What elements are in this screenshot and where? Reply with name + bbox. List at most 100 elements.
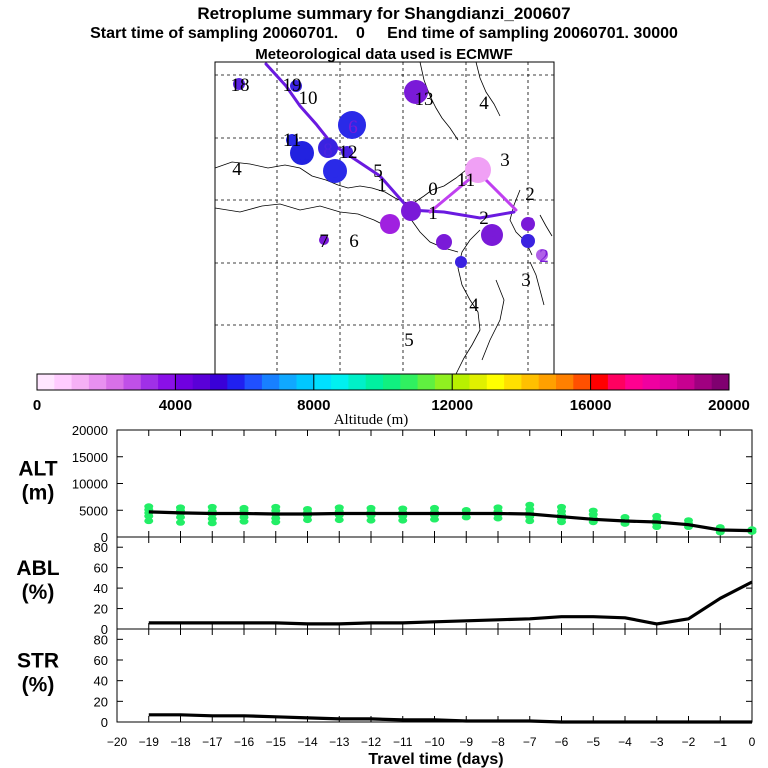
plume-marker <box>465 157 491 183</box>
x-tick-label: −3 <box>650 735 664 749</box>
colorbar-swatch <box>434 374 453 390</box>
x-tick-label: −17 <box>202 735 223 749</box>
colorbar-swatch <box>279 374 297 390</box>
plume-day-label: 4 <box>406 203 416 224</box>
y-tick-label: 0 <box>101 530 108 545</box>
map-graticule <box>215 62 554 374</box>
colorbar-swatch <box>573 374 592 390</box>
y-tick-label: 20 <box>94 602 108 617</box>
colorbar-label: Altitude (m) <box>334 412 409 428</box>
plume-day-label: 10 <box>293 144 312 165</box>
x-tick-label: −20 <box>107 735 128 749</box>
y-tick-label: 40 <box>94 674 108 689</box>
y-tick-label: 80 <box>94 540 108 555</box>
plume-marker <box>286 134 298 146</box>
x-axis-title: Travel time (days) <box>368 751 503 768</box>
colorbar-swatch <box>400 374 419 390</box>
colorbar-swatch <box>192 374 211 390</box>
plume-day-label: 8 <box>323 140 333 161</box>
colorbar-swatch <box>677 374 695 390</box>
colorbar-swatch <box>37 374 55 390</box>
plume-day-label: 3 <box>500 150 510 171</box>
plume-marker <box>323 159 347 183</box>
plume-day-label: 4 <box>479 93 489 114</box>
plume-day-label: 2 <box>525 184 535 205</box>
series-line <box>148 580 753 626</box>
colorbar-swatch <box>417 374 436 390</box>
altitude-point <box>334 516 344 524</box>
altitude-point <box>430 516 439 523</box>
altitude-point <box>176 514 185 521</box>
colorbar-swatch <box>383 374 401 390</box>
altitude-point <box>176 519 185 526</box>
plume-marker <box>455 256 467 268</box>
x-tick-label: −16 <box>234 735 255 749</box>
colorbar-swatch <box>140 374 159 390</box>
x-tick-label: −4 <box>618 735 632 749</box>
altitude-point <box>144 512 154 520</box>
colorbar-swatch <box>469 374 488 390</box>
colorbar-swatch <box>296 374 315 390</box>
colorbar-swatch <box>106 374 124 390</box>
plume-day-label: 5 <box>331 162 341 183</box>
colorbar-swatch <box>331 374 349 390</box>
x-tick-label: −14 <box>297 735 318 749</box>
y-tick-label: 15000 <box>72 450 108 465</box>
plume-day-label: 13 <box>415 89 434 110</box>
colorbar-tick-label: 8000 <box>297 397 330 414</box>
plume-marker <box>233 78 245 90</box>
plume-day-label: 5 <box>385 216 395 237</box>
panel-ylabel: (%) <box>22 674 55 697</box>
plume-day-label: 18 <box>231 75 250 96</box>
y-tick-label: 10000 <box>72 477 108 492</box>
plume-marker <box>341 146 353 158</box>
colorbar-swatch <box>313 374 332 390</box>
x-tick-label: −6 <box>555 735 569 749</box>
plume-marker <box>436 234 452 250</box>
colorbar-swatch <box>607 374 626 390</box>
panel-ylabel: STR <box>17 650 59 673</box>
x-tick-label: −7 <box>523 735 537 749</box>
plume-day-label: 19 <box>283 75 302 96</box>
plume-day-label: 2 <box>479 208 489 229</box>
panel-frame <box>116 628 753 723</box>
time-series-panels: 20000150001000050000ALT(m)806040200ABL(%… <box>16 423 757 768</box>
colorbar-swatch <box>711 374 730 390</box>
x-tick-label: −9 <box>459 735 473 749</box>
plume-day-label: 11 <box>283 130 301 151</box>
plume-marker <box>521 234 535 248</box>
plume-day-label: 4 <box>232 159 242 180</box>
colorbar-swatch <box>521 374 540 390</box>
plume-day-label: 5 <box>404 330 414 351</box>
y-tick-label: 20000 <box>72 423 108 438</box>
met-data-info: Meteorological data used is ECMWF <box>255 46 513 63</box>
altitude-point <box>461 514 471 521</box>
plume-marker <box>401 201 421 221</box>
colorbar-swatch <box>158 374 176 390</box>
plume-markers <box>233 78 548 268</box>
altitude-point <box>144 517 154 525</box>
plume-day-label: 7 <box>319 231 329 252</box>
plume-day-label: 8 <box>525 214 535 235</box>
x-tick-label: 0 <box>749 735 756 749</box>
colorbar-swatch <box>123 374 142 390</box>
y-tick-label: 20 <box>94 694 108 709</box>
colorbar-tick-label: 12000 <box>431 397 473 414</box>
plume-marker <box>536 249 548 261</box>
plume-day-label: 1 <box>377 175 387 196</box>
y-tick-label: 0 <box>101 715 108 730</box>
colorbar-swatch <box>88 374 107 390</box>
colorbar-swatch <box>694 374 713 390</box>
y-tick-label: 60 <box>94 561 108 576</box>
panel-ylabel: (m) <box>22 482 55 505</box>
colorbar-tick-label: 20000 <box>708 397 750 414</box>
chart-title: Retroplume summary for Shangdianzi_20060… <box>197 4 571 23</box>
colorbar-swatch <box>210 374 228 390</box>
x-tick-label: −1 <box>713 735 727 749</box>
panel-ylabel: ALT <box>18 458 57 481</box>
altitude-point <box>652 523 662 531</box>
colorbar-swatch <box>365 374 384 390</box>
altitude-point <box>207 519 217 527</box>
